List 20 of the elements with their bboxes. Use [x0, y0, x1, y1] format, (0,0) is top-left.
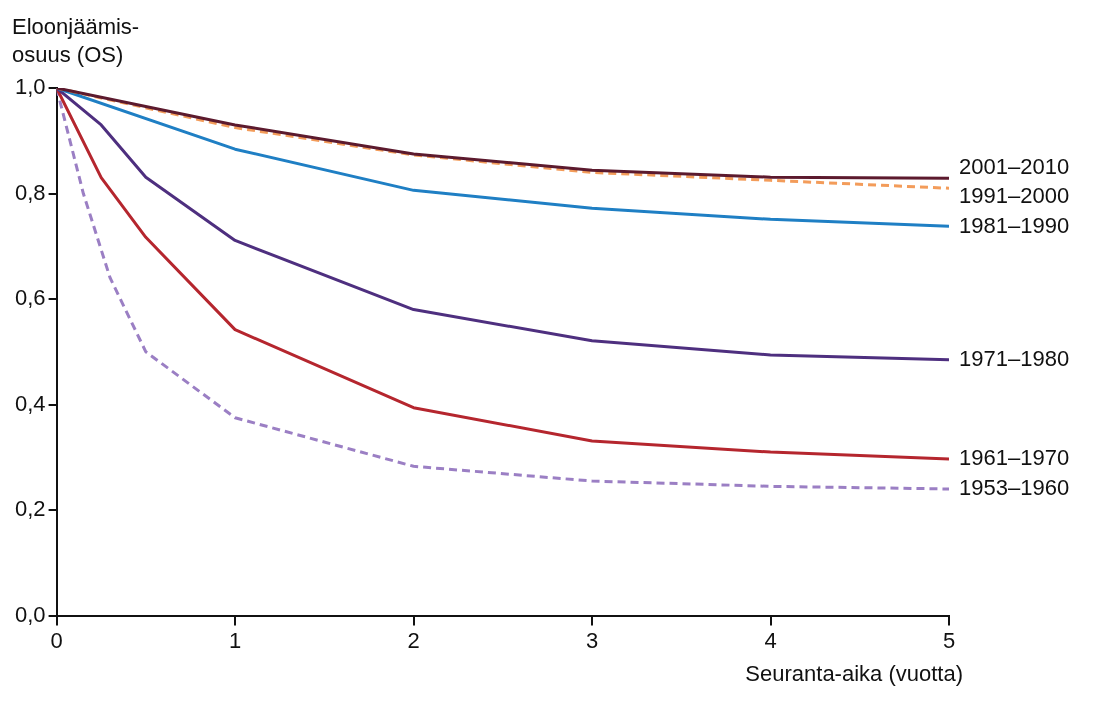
x-axis-title: Seuranta-aika (vuotta) — [745, 660, 963, 686]
y-tick-label: 1,0 — [14, 74, 46, 100]
x-tick-label: 1 — [228, 627, 242, 653]
y-tick-label: 0,2 — [14, 496, 46, 522]
x-tick-label: 5 — [942, 627, 956, 653]
y-tick-label: 0,4 — [14, 390, 46, 416]
y-tick-label: 0,8 — [14, 179, 46, 205]
series-label: 1953–1960 — [959, 475, 1070, 501]
x-tick-label: 4 — [764, 627, 777, 653]
series-label: 1981–1990 — [959, 213, 1070, 239]
x-tick-label: 0 — [50, 627, 63, 653]
x-tick-label: 3 — [585, 627, 599, 653]
y-axis-title: Eloonjäämis-osuus (OS) — [12, 14, 140, 67]
series-label: 1971–1980 — [959, 345, 1070, 371]
x-tick-label: 2 — [407, 627, 420, 653]
y-tick-label: 0,6 — [14, 285, 46, 311]
series-label: 1961–1970 — [959, 444, 1070, 470]
series-label: 2001–2010 — [959, 154, 1070, 180]
y-tick-label: 0,0 — [14, 601, 46, 627]
series-label: 1991–2000 — [959, 183, 1070, 209]
